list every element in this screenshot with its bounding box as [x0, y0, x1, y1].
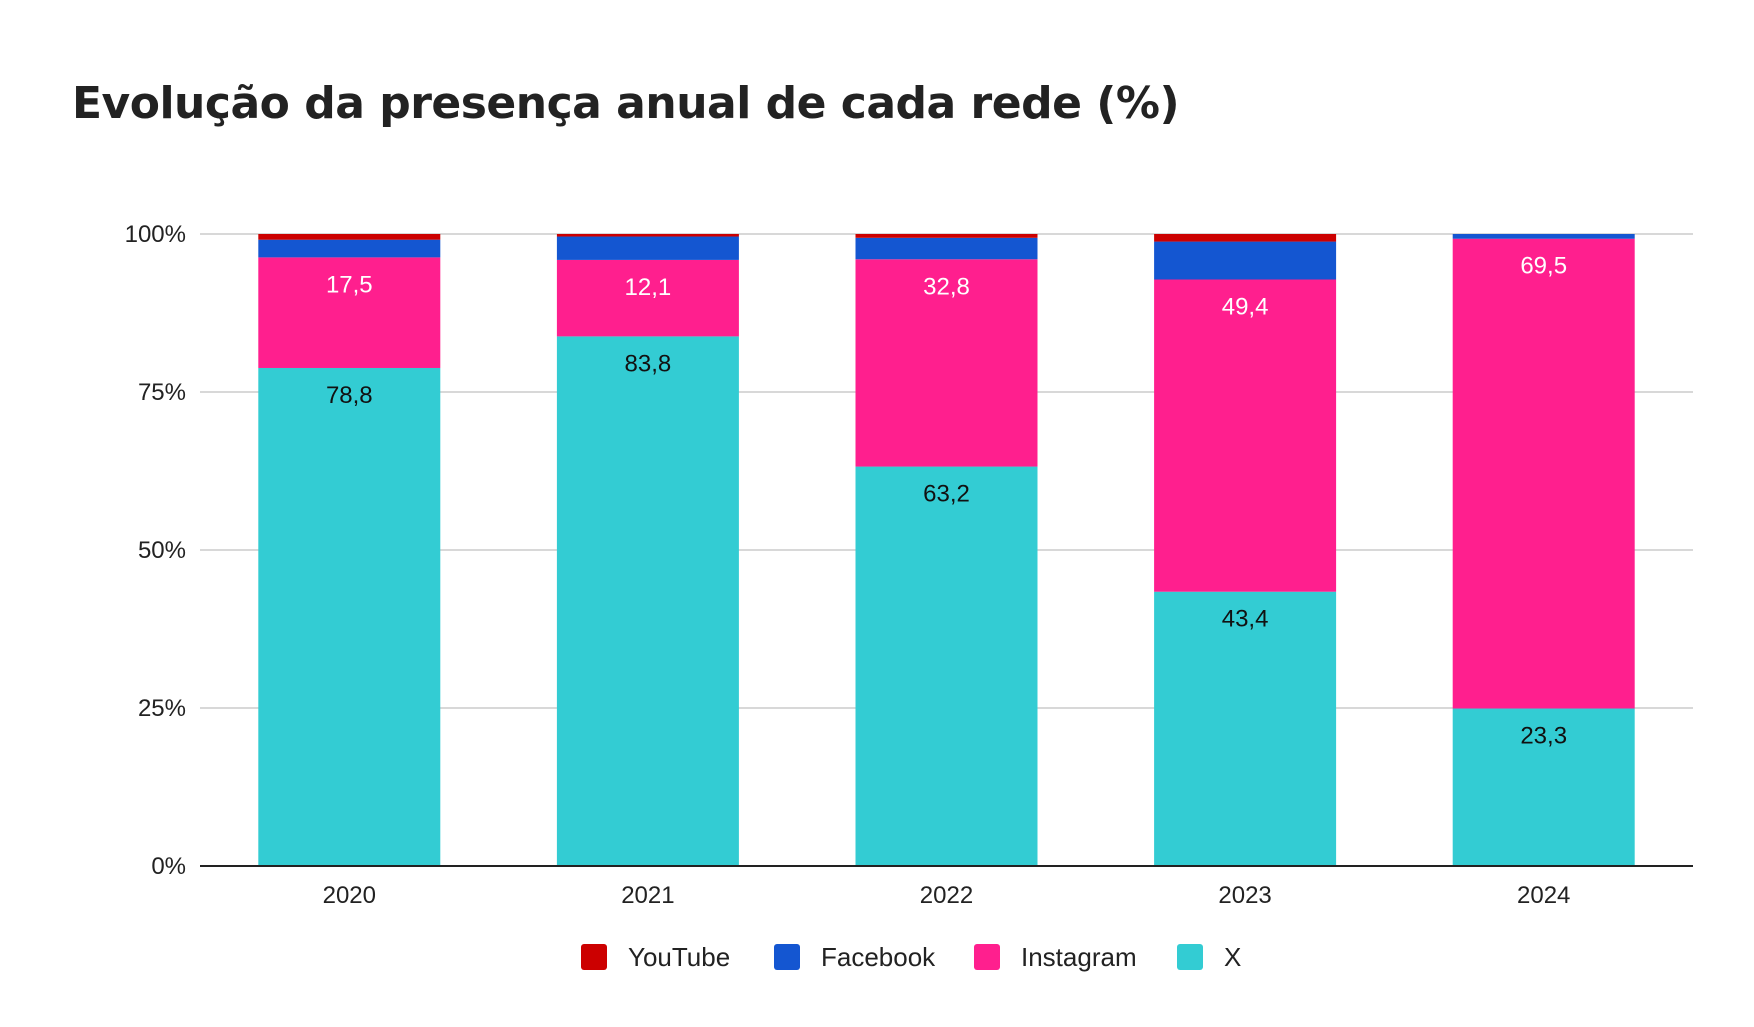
data-label-x-2023: 43,4: [1222, 606, 1269, 633]
legend-label-facebook: Facebook: [821, 942, 936, 972]
legend-swatch-facebook: [774, 944, 800, 970]
y-tick-label: 0%: [151, 853, 186, 880]
bar-x-2020: [258, 367, 441, 866]
x-tick-label: 2021: [621, 882, 674, 909]
legend-swatch-instagram: [974, 944, 1000, 970]
legend-swatch-x: [1177, 944, 1203, 970]
bar-facebook-2023: [1154, 241, 1337, 280]
x-tick-label: 2020: [323, 882, 376, 909]
bar-x-2024: [1452, 708, 1635, 866]
bar-facebook-2020: [258, 239, 441, 258]
legend-swatch-youtube: [581, 944, 607, 970]
data-label-instagram-2021: 12,1: [625, 274, 672, 301]
bar-instagram-2020: [258, 257, 441, 368]
chart-title: Evolução da presença anual de cada rede …: [72, 78, 1180, 129]
bar-instagram-2023: [1154, 279, 1337, 592]
data-label-x-2022: 63,2: [923, 481, 970, 508]
data-label-instagram-2024: 69,5: [1520, 253, 1567, 280]
x-tick-label: 2022: [920, 882, 973, 909]
legend-label-youtube: YouTube: [628, 942, 730, 972]
bar-x-2023: [1154, 591, 1337, 866]
y-tick-label: 50%: [138, 537, 186, 564]
bar-instagram-2024: [1452, 238, 1635, 709]
bar-facebook-2024: [1452, 234, 1635, 239]
bar-facebook-2021: [556, 236, 739, 260]
x-tick-label: 2024: [1517, 882, 1570, 909]
bar-youtube-2022: [855, 234, 1038, 238]
data-label-instagram-2020: 17,5: [326, 271, 373, 298]
y-tick-label: 25%: [138, 695, 186, 722]
bar-facebook-2022: [855, 237, 1038, 260]
bar-instagram-2021: [556, 259, 739, 337]
y-tick-label: 100%: [125, 221, 186, 248]
data-label-instagram-2023: 49,4: [1222, 294, 1269, 321]
bar-youtube-2023: [1154, 234, 1337, 242]
bar-x-2021: [556, 336, 739, 866]
x-tick-label: 2023: [1218, 882, 1271, 909]
bar-youtube-2021: [556, 234, 739, 237]
legend-label-instagram: Instagram: [1021, 942, 1137, 972]
y-tick-label: 75%: [138, 379, 186, 406]
data-label-x-2020: 78,8: [326, 382, 373, 409]
data-label-x-2024: 23,3: [1520, 723, 1567, 750]
legend-label-x: X: [1224, 942, 1241, 972]
data-label-instagram-2022: 32,8: [923, 273, 970, 300]
bar-instagram-2022: [855, 259, 1038, 467]
bar-youtube-2020: [258, 234, 441, 240]
bar-x-2022: [855, 466, 1038, 866]
data-label-x-2021: 83,8: [625, 350, 672, 377]
